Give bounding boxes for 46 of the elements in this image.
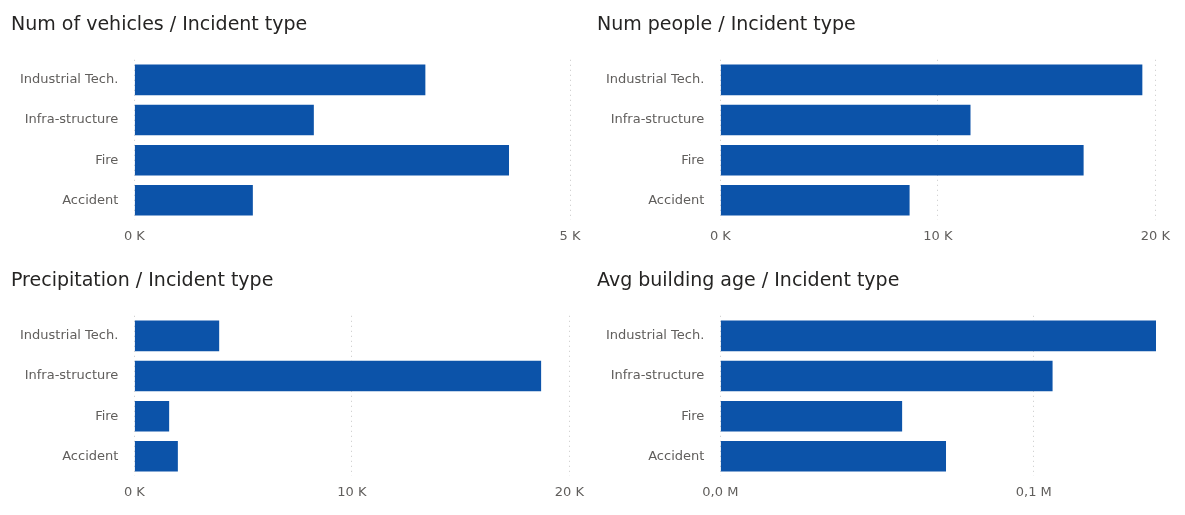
- bar: [134, 441, 178, 472]
- bar: [134, 360, 542, 392]
- chart-title: Num of vehicles / Incident type: [10, 11, 309, 36]
- y-tick-label: Infra-structure: [24, 111, 119, 127]
- y-tick-label: Infra-structure: [24, 367, 119, 383]
- chart-title: Precipitation / Incident type: [10, 267, 275, 292]
- x-tick-label: 5 K: [559, 227, 581, 243]
- bar: [134, 400, 170, 432]
- y-tick-label: Fire: [681, 407, 705, 423]
- bar: [720, 144, 1084, 176]
- bar: [720, 185, 910, 216]
- y-tick-label: Fire: [95, 151, 119, 167]
- x-tick-label: 20 K: [1140, 227, 1171, 243]
- bar: [134, 64, 426, 96]
- x-tick-label: 0 K: [123, 227, 146, 243]
- bar: [720, 400, 903, 432]
- x-tick-label: 10 K: [337, 483, 367, 499]
- y-tick-label: Industrial Tech.: [605, 327, 705, 343]
- x-tick-label: 0 K: [123, 483, 146, 499]
- y-tick-label: Accident: [648, 191, 705, 207]
- y-tick-label: Industrial Tech.: [19, 71, 119, 87]
- bar: [720, 64, 1143, 96]
- x-tick-label: 0,1 M: [1015, 483, 1052, 499]
- bar: [134, 144, 510, 176]
- bar: [134, 320, 220, 352]
- bar: [720, 360, 1053, 392]
- y-tick-label: Fire: [95, 407, 119, 423]
- x-tick-label: 10 K: [923, 227, 953, 243]
- bar: [720, 104, 971, 136]
- bar: [720, 441, 947, 472]
- bar: [134, 185, 253, 216]
- x-tick-label: 0 K: [709, 227, 732, 243]
- x-tick-label: 0,0 M: [702, 483, 739, 499]
- y-tick-label: Accident: [648, 447, 705, 463]
- bar: [134, 104, 314, 136]
- x-tick-label: 20 K: [554, 483, 585, 499]
- y-tick-label: Infra-structure: [610, 111, 705, 127]
- bar: [720, 320, 1156, 352]
- chart-title: Avg building age / Incident type: [596, 267, 901, 292]
- y-tick-label: Fire: [681, 151, 705, 167]
- chart-title: Num people / Incident type: [596, 11, 857, 36]
- y-tick-label: Industrial Tech.: [605, 71, 705, 87]
- y-tick-label: Infra-structure: [610, 367, 705, 383]
- y-tick-label: Industrial Tech.: [19, 327, 119, 343]
- y-tick-label: Accident: [62, 191, 119, 207]
- y-tick-label: Accident: [62, 447, 119, 463]
